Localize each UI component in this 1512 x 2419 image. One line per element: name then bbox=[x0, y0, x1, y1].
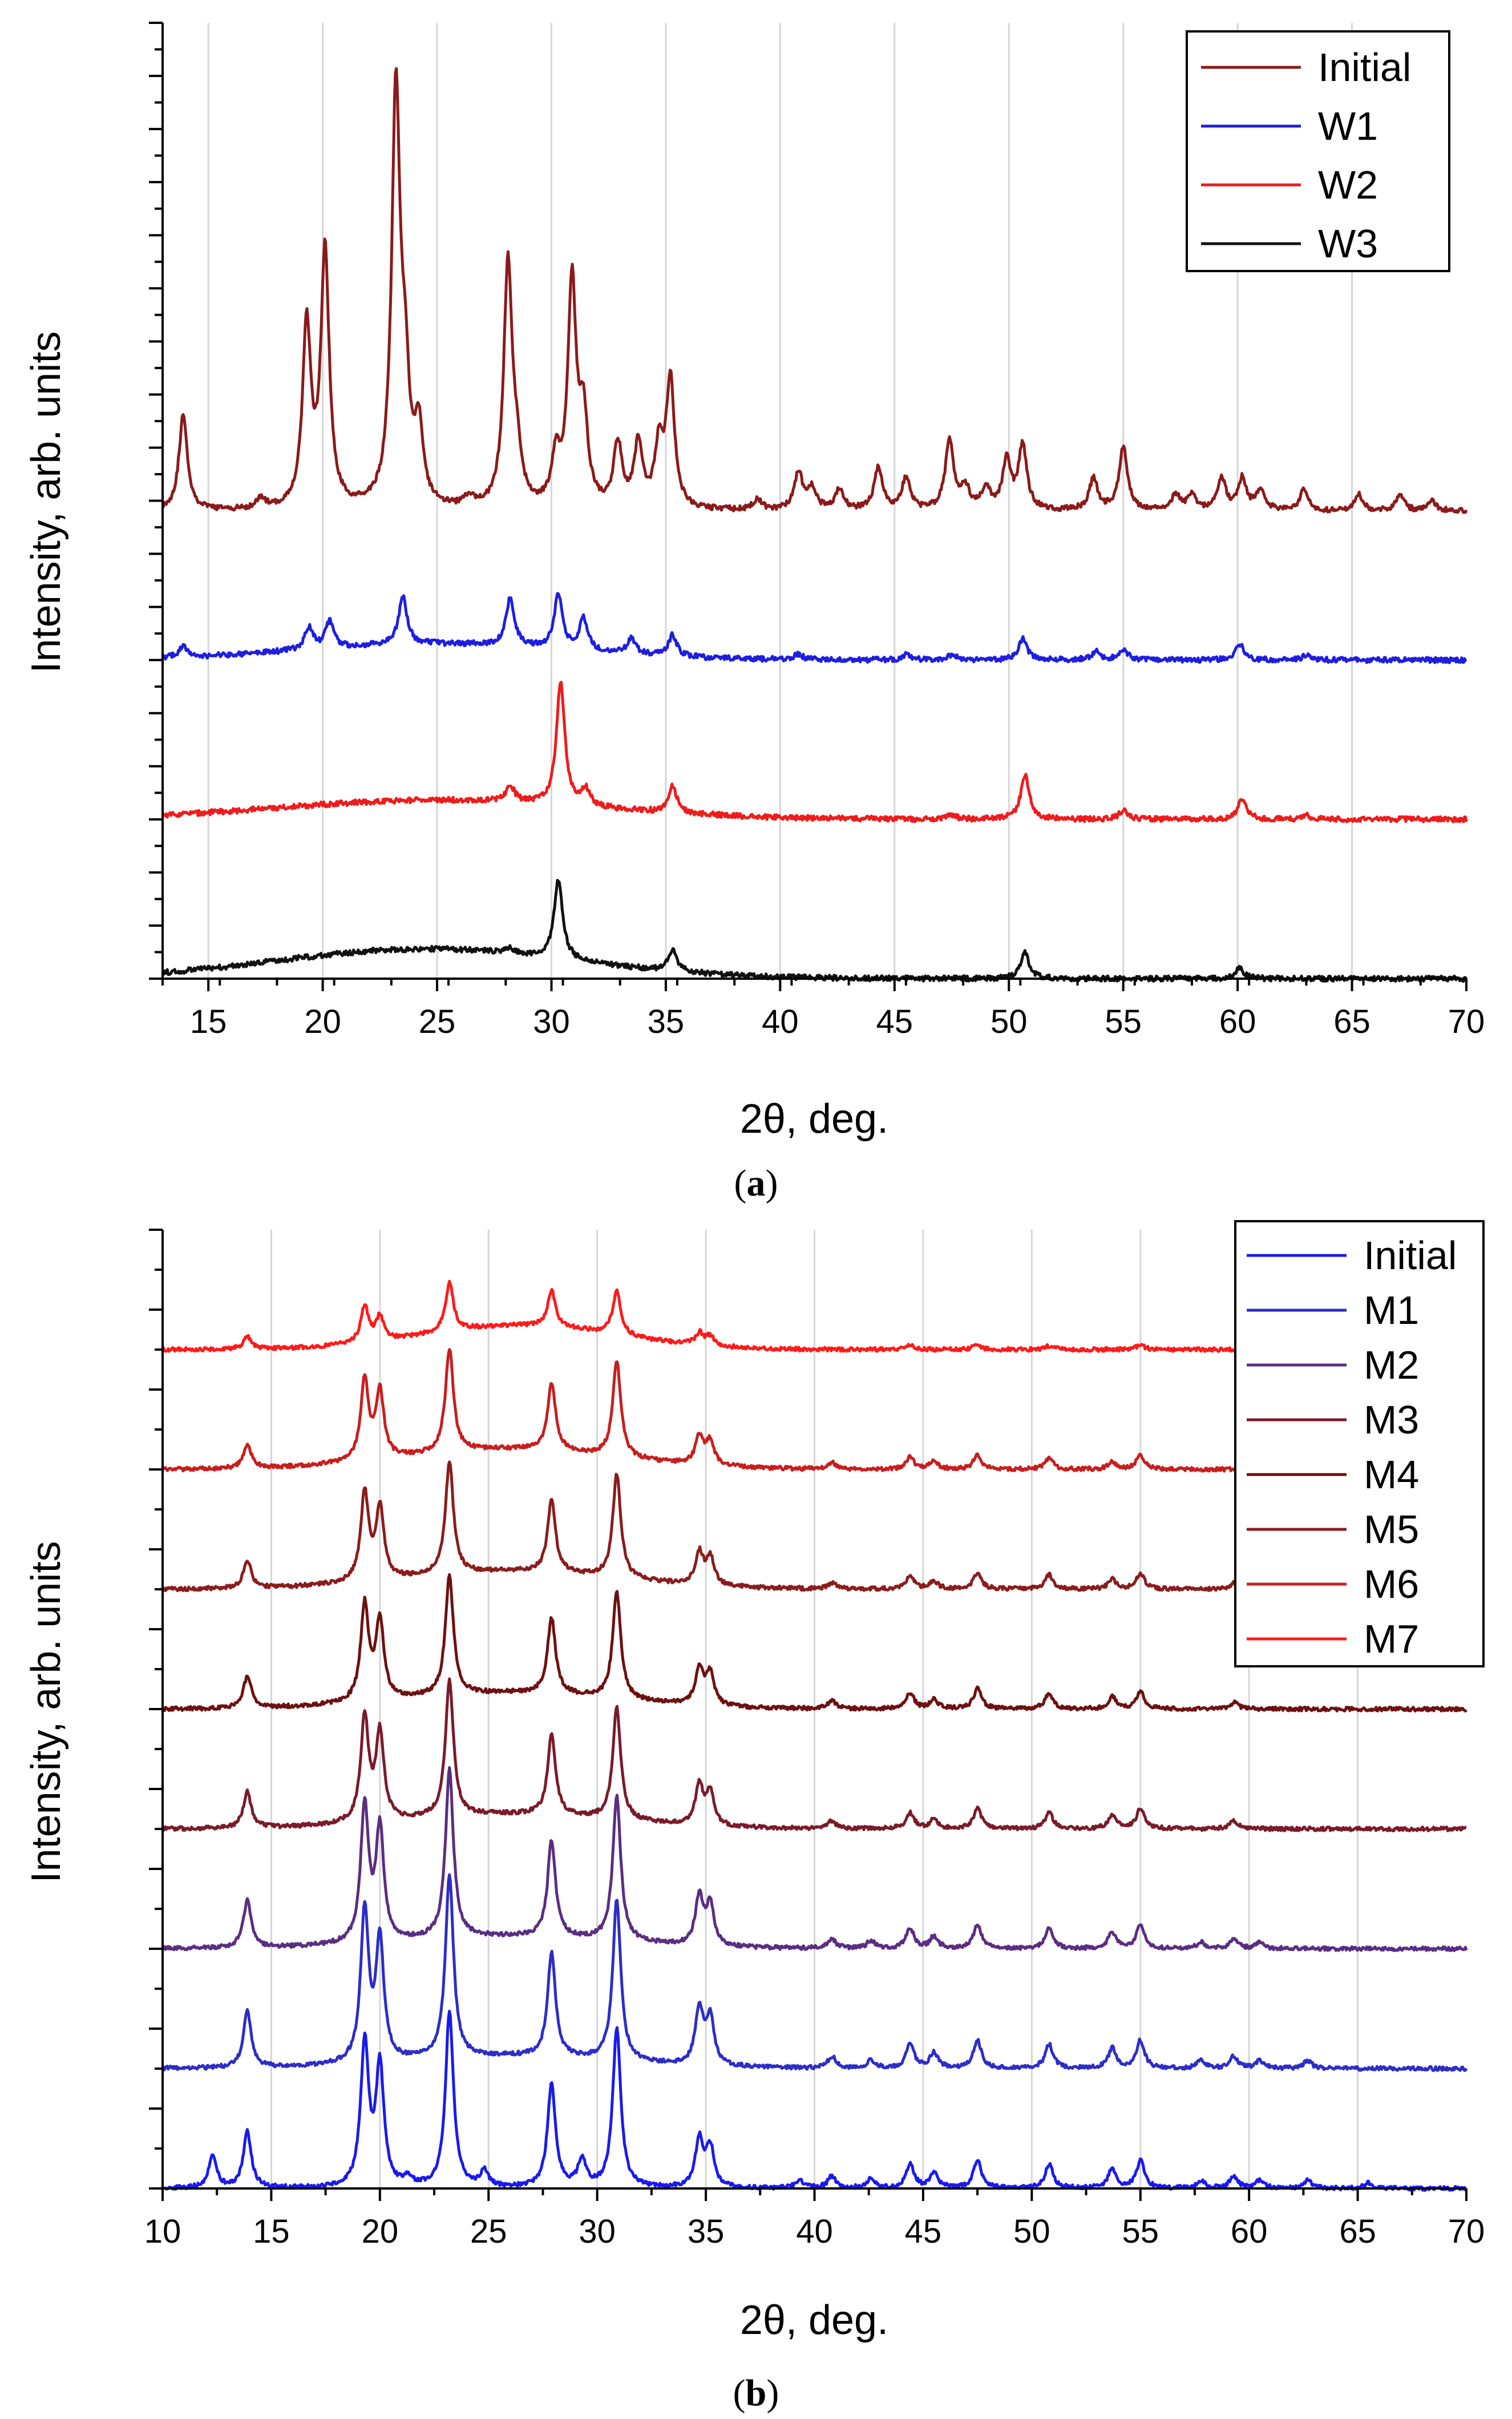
panel-b-legend-label: Initial bbox=[1364, 1233, 1457, 1278]
panel-b-x-tick-label: 50 bbox=[1013, 2213, 1050, 2250]
panel-a-legend-label: Initial bbox=[1318, 45, 1411, 90]
panel-b-legend-label: M1 bbox=[1364, 1288, 1419, 1332]
panel-b-x-tick-label: 10 bbox=[144, 2213, 181, 2250]
panel-a-legend-box bbox=[1186, 30, 1450, 272]
panel-a-legend: Initial W1 W2 W3 bbox=[1186, 30, 1450, 272]
panel-b-series-line-m2 bbox=[162, 1766, 1468, 1952]
panel-b-x-tick-label: 40 bbox=[796, 2213, 833, 2250]
panel-a-legend-label: W2 bbox=[1318, 163, 1378, 207]
panel-a-x-tick-label: 65 bbox=[1333, 1003, 1370, 1040]
panel-a-series-line-w2 bbox=[162, 681, 1468, 823]
panel-b-legend: Initial M1 M2 M3 M4 M5 M6 M7 bbox=[1234, 1220, 1485, 1667]
panel-a-legend-label: W1 bbox=[1318, 104, 1378, 148]
panel-b-x-tick-label: 55 bbox=[1122, 2213, 1159, 2250]
panel-b-x-tick-label: 15 bbox=[253, 2213, 290, 2250]
panel-a-series-line-initial bbox=[161, 67, 1468, 514]
panel-b-ticks: 10 15 20 25 30 35 40 45 50 55 60 65 70 bbox=[144, 1229, 1485, 2250]
panel-a-ticks: 15 20 25 30 35 40 45 50 55 60 65 70 bbox=[149, 22, 1485, 1040]
panel-b-x-tick-label: 30 bbox=[579, 2213, 616, 2250]
panel-a-x-tick-label: 70 bbox=[1448, 1003, 1485, 1040]
panel-b-legend-label: M2 bbox=[1364, 1343, 1419, 1387]
panel-a-x-tick-label: 20 bbox=[304, 1003, 341, 1040]
panel-b-legend-label: M3 bbox=[1364, 1398, 1419, 1442]
panel-b-letter: b bbox=[746, 2372, 767, 2414]
panel-b-x-tick-label: 65 bbox=[1339, 2213, 1376, 2250]
panel-a-x-tick-label: 40 bbox=[762, 1003, 799, 1040]
panel-a-x-tick-label: 25 bbox=[419, 1003, 456, 1040]
panel-b-x-tick-label: 20 bbox=[362, 2213, 399, 2250]
panel-a-label: (a) bbox=[734, 1162, 778, 1204]
panel-a-series bbox=[161, 67, 1468, 983]
panel-b-series-line-initial bbox=[161, 2009, 1468, 2192]
panel-a-series-line-w1 bbox=[162, 592, 1467, 664]
panel-b-y-axis-title: Intensity, arb. units bbox=[23, 1541, 69, 1883]
panel-a-chart: 15 20 25 30 35 40 45 50 55 60 65 70 2θ, deg. Intens… bbox=[23, 22, 1485, 1204]
panel-a-letter: a bbox=[747, 1162, 766, 1204]
panel-a-x-tick-label: 45 bbox=[876, 1003, 913, 1040]
panel-b-label: (b) bbox=[733, 2372, 779, 2414]
panel-a-x-axis-title: 2θ, deg. bbox=[740, 1096, 888, 1142]
panel-a-x-tick-label: 50 bbox=[991, 1003, 1028, 1040]
panel-a-x-tick-label: 55 bbox=[1105, 1003, 1142, 1040]
panel-b-x-tick-label: 70 bbox=[1448, 2213, 1485, 2250]
panel-b-x-tick-label: 60 bbox=[1231, 2213, 1268, 2250]
panel-b-series-line-m3 bbox=[161, 1677, 1467, 1832]
panel-a-x-tick-label: 60 bbox=[1219, 1003, 1256, 1040]
panel-b-x-tick-label: 45 bbox=[905, 2213, 942, 2250]
panel-b-series-line-m1 bbox=[162, 1873, 1468, 2072]
panel-b-legend-label: M6 bbox=[1364, 1562, 1419, 1606]
panel-b-legend-box bbox=[1234, 1220, 1485, 1667]
panel-b-series-line-m4 bbox=[162, 1573, 1467, 1713]
panel-b-legend-label: M4 bbox=[1364, 1452, 1419, 1497]
panel-b-legend-label: M5 bbox=[1364, 1507, 1419, 1552]
panel-b-x-axis-title: 2θ, deg. bbox=[740, 2297, 888, 2343]
panel-b-x-tick-label: 25 bbox=[470, 2213, 507, 2250]
panel-a-legend-label: W3 bbox=[1318, 221, 1378, 266]
panel-a-y-axis-title: Intensity, arb. units bbox=[23, 332, 69, 673]
panel-b-chart: 10 15 20 25 30 35 40 45 50 55 60 65 70 2θ, deg. Inte… bbox=[23, 1220, 1485, 2414]
panel-a-x-tick-label: 30 bbox=[533, 1003, 570, 1040]
panel-a-x-tick-label: 35 bbox=[648, 1003, 685, 1040]
panel-b-legend-label: M7 bbox=[1364, 1617, 1419, 1661]
panel-a-x-tick-label: 15 bbox=[190, 1003, 227, 1040]
panel-b-x-tick-label: 35 bbox=[688, 2213, 725, 2250]
